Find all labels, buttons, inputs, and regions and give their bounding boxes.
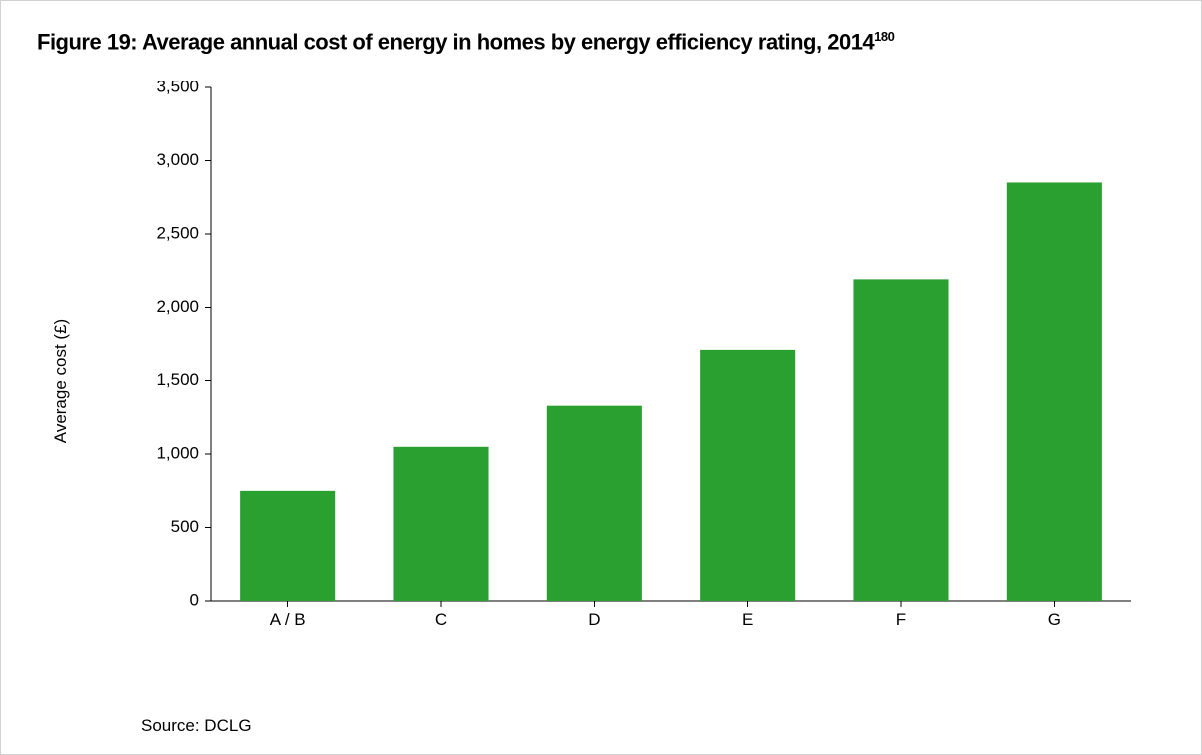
bar <box>853 279 948 601</box>
bar <box>547 406 642 601</box>
figure-container: Figure 19: Average annual cost of energy… <box>0 0 1202 755</box>
chart-wrap: Average cost (£) 05001,0001,5002,0002,50… <box>61 71 1161 691</box>
x-tick-label: A / B <box>270 610 306 629</box>
figure-title-prefix: Figure 19: <box>37 29 142 54</box>
bar <box>393 447 488 601</box>
x-tick-label: F <box>896 610 906 629</box>
x-tick-label: D <box>588 610 600 629</box>
y-tick-label: 3,000 <box>156 150 199 169</box>
y-tick-label: 3,500 <box>156 81 199 95</box>
x-tick-label: C <box>435 610 447 629</box>
bar <box>700 350 795 601</box>
y-tick-label: 2,000 <box>156 297 199 316</box>
x-tick-label: G <box>1048 610 1061 629</box>
y-tick-label: 0 <box>190 590 199 609</box>
bar <box>240 491 335 601</box>
figure-title-main: Average annual cost of energy in homes b… <box>142 29 874 54</box>
x-tick-label: E <box>742 610 753 629</box>
source-text: Source: DCLG <box>141 716 252 736</box>
figure-title-sup: 180 <box>874 29 894 44</box>
y-tick-label: 1,000 <box>156 444 199 463</box>
y-tick-label: 2,500 <box>156 223 199 242</box>
bar <box>1007 182 1102 601</box>
y-tick-label: 1,500 <box>156 370 199 389</box>
y-axis-label: Average cost (£) <box>51 319 71 443</box>
bar-chart: 0 500 1,000 1,500 2,000 2,500 3,000 3,500 A / B C… <box>151 81 1141 641</box>
figure-title: Figure 19: Average annual cost of energy… <box>37 29 1165 55</box>
y-tick-label: 500 <box>171 517 199 536</box>
